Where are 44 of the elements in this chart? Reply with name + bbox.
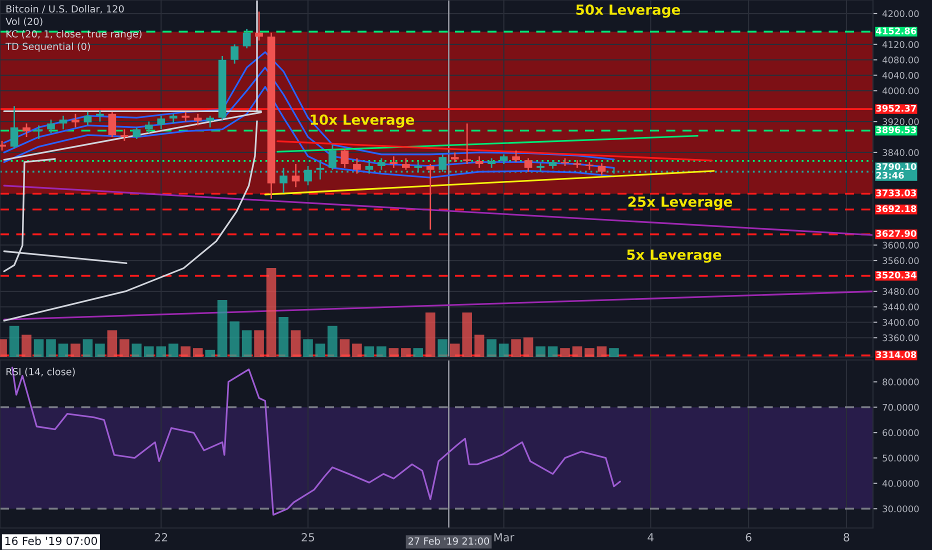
y-tick-label: 3840.00 [882,149,919,156]
y-tick-label: 50.0000 [882,454,919,462]
annotation: KC (20, 1, close, true range) [6,30,142,40]
y-tick-label: 3440.00 [882,304,919,310]
ref-line-label: 3627.90 [876,230,916,237]
y-tick-label: 4040.00 [882,72,919,79]
x-tick-label: 22 [154,533,168,542]
x-tick-label: 6 [746,533,752,542]
y-tick-label: 70.0000 [882,404,919,411]
y-tick-label: 80.0000 [882,378,919,386]
y-tick-label: 4000.00 [882,87,919,94]
chart-title: Bitcoin / U.S. Dollar, 120 [6,5,124,14]
y-tick-label: 4200.00 [882,10,919,18]
annotation: 5x Leverage [627,250,722,263]
ref-line-label: 3520.34 [876,272,916,278]
annotation: Vol (20) [6,18,42,26]
x-tick-label: 8 [844,533,850,542]
ref-line-label: 3896.53 [876,126,916,134]
ref-line-label: 3314.08 [876,351,916,358]
ref-line-label: 3733.03 [876,190,916,196]
annotation: 25x Leverage [628,196,732,210]
ref-line-label: 3692.18 [876,205,916,212]
y-tick-label: 4080.00 [882,56,919,64]
y-tick-label: 3360.00 [882,334,919,342]
y-tick-label: 30.0000 [882,505,919,512]
ref-line-label: 3952.37 [876,104,916,112]
ref-line-label: 3790.10 23:46 [876,163,916,179]
x-axis-title: 16 Feb '19 07:00 [5,536,98,546]
y-tick-label: 40.0000 [882,480,919,487]
ref-line-label: 4152.86 [876,27,916,34]
x-tick-label: Mar [494,533,514,542]
y-tick-label: 60.0000 [882,429,919,436]
y-tick-label: 3560.00 [882,257,919,264]
x-tick-label: 25 [302,533,314,542]
y-tick-label: 4120.00 [882,41,919,48]
annotation: 50x Leverage [576,4,680,18]
x-tick-label: 4 [648,533,654,542]
annotation: TD Sequential (0) [6,42,90,52]
y-tick-label: 3400.00 [882,318,919,326]
annotation: 10x Leverage [310,114,414,128]
ref-line-label: 27 Feb '19 21:00 [408,537,490,545]
y-tick-label: 3480.00 [882,288,919,295]
y-tick-label: 3600.00 [882,242,919,249]
y-tick-label: 3920.00 [882,118,919,126]
